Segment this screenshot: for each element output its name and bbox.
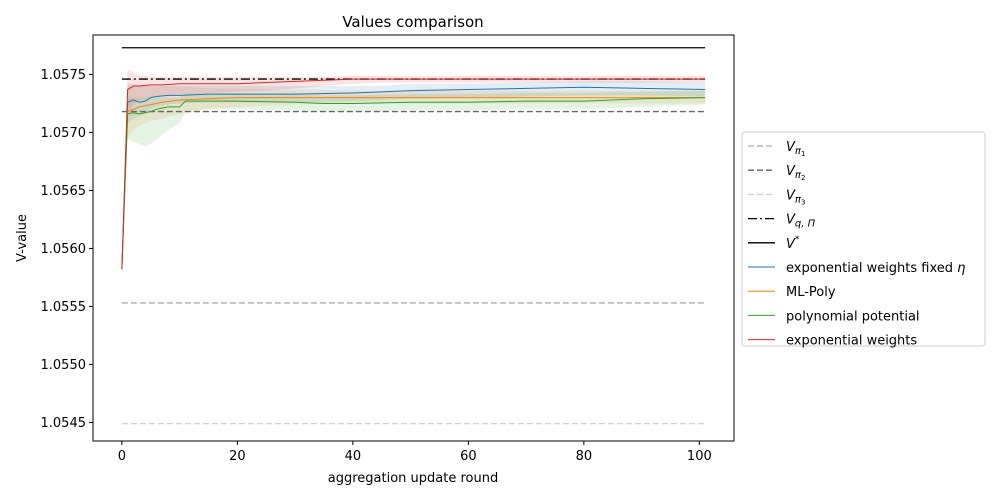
- legend-label: V*: [786, 235, 800, 252]
- legend-label: polynomial potential: [786, 309, 920, 324]
- legend-label: ML-Poly: [786, 285, 836, 300]
- legend-label: Vπ1: [786, 140, 805, 158]
- x-tick-label: 20: [229, 449, 246, 464]
- legend-box: [741, 131, 986, 347]
- y-tick-label: 1.0575: [41, 68, 87, 83]
- series-line-4: [121, 78, 706, 270]
- x-tick-label: 60: [460, 449, 477, 464]
- legend-label: exponential weights fixed η: [786, 261, 965, 276]
- legend-label: Vq, Π: [786, 213, 816, 230]
- x-tick-label: 100: [687, 449, 712, 464]
- y-tick-label: 1.0560: [41, 242, 87, 257]
- x-axis-label: aggregation update round: [328, 471, 498, 486]
- y-axis-label: V-value: [15, 214, 30, 262]
- legend-label: Vπ2: [786, 164, 805, 182]
- y-tick-label: 1.0545: [41, 416, 87, 431]
- legend-label: Vπ3: [786, 188, 805, 206]
- legend: Vπ1 Vπ2 Vπ3 Vq, Π V* exponential weights fixe…: [741, 131, 986, 349]
- series-line-3: [121, 97, 706, 270]
- chart-title: Values comparison: [342, 13, 483, 31]
- x-tick-label: 40: [345, 449, 362, 464]
- y-tick-label: 1.0555: [41, 300, 87, 315]
- band-series-2: [121, 86, 706, 270]
- y-tick-label: 1.0565: [41, 184, 87, 199]
- band-series-3: [121, 90, 706, 270]
- x-tick-label: 80: [576, 449, 593, 464]
- y-axis-ticks: 1.0545 1.0550 1.0555 1.0560 1.0565 1.0570 1.05…: [41, 68, 93, 431]
- series-lines: [121, 78, 706, 270]
- plot-frame: [92, 34, 735, 442]
- series-line-1: [121, 86, 706, 270]
- series-line-2: [121, 97, 706, 270]
- y-tick-label: 1.0570: [41, 126, 87, 141]
- y-tick-label: 1.0550: [41, 358, 87, 373]
- band-series-4: [121, 69, 706, 270]
- plot-area: [121, 47, 706, 425]
- x-axis-ticks: 0 20 40 60 80 100: [118, 441, 712, 464]
- legend-label: exponential weights: [786, 334, 917, 349]
- x-tick-label: 0: [118, 449, 126, 464]
